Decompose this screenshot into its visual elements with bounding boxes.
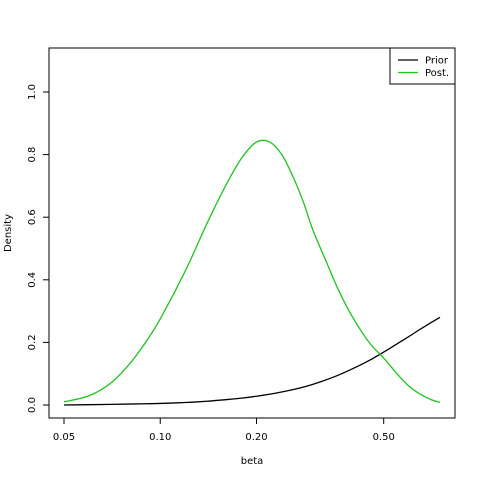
- y-axis-label: Density: [3, 214, 14, 252]
- y-tick-label: 0.6: [27, 209, 38, 225]
- legend-entry: Post.: [425, 68, 449, 79]
- x-axis-label: beta: [241, 456, 264, 467]
- y-tick-label: 0.4: [27, 272, 38, 288]
- y-tick-label: 0.0: [27, 397, 38, 413]
- legend-box: [389, 47, 456, 85]
- x-tick-label: 0.50: [373, 432, 395, 443]
- plot-area: 0.05 0.10 0.20 0.50 0.0 0.2 0.4 0.6 0.8 1.0 PriorP…: [27, 47, 456, 443]
- x-tick-label: 0.20: [245, 432, 267, 443]
- legend-entry: Prior: [425, 56, 449, 67]
- plot-frame: [48, 47, 456, 419]
- x-tick-label: 0.10: [149, 432, 171, 443]
- x-tick-label: 0.05: [53, 432, 75, 443]
- y-tick-label: 1.0: [27, 84, 38, 100]
- series-line-post: [63, 139, 441, 404]
- y-tick-label: 0.2: [27, 334, 38, 350]
- y-tick-label: 0.8: [27, 147, 38, 163]
- series-line-prior: [63, 316, 441, 406]
